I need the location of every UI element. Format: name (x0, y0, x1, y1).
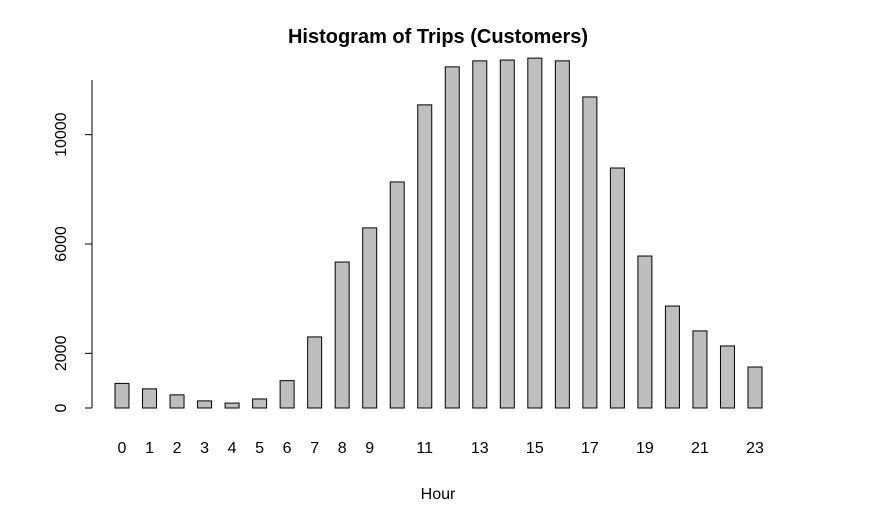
x-tick-label: 11 (416, 440, 433, 457)
bar (747, 366, 763, 409)
x-tick-label: 5 (255, 440, 264, 457)
bar (554, 60, 570, 409)
y-tick-label: 0 (53, 403, 70, 412)
bar (169, 394, 185, 409)
bar (719, 345, 735, 409)
x-tick-label: 13 (471, 440, 489, 457)
y-tick-label: 2000 (53, 335, 70, 371)
x-tick-label: 9 (365, 440, 374, 457)
bar (582, 96, 598, 409)
bar (417, 104, 433, 409)
x-tick-label: 3 (200, 440, 209, 457)
bar (444, 66, 460, 409)
y-tick-label: 6000 (53, 226, 70, 262)
bar (334, 261, 350, 409)
x-tick-label: 19 (636, 440, 654, 457)
bar (637, 255, 653, 409)
bar (609, 167, 625, 409)
bar (664, 305, 680, 409)
bar (362, 227, 378, 409)
bar (527, 57, 543, 409)
x-axis-label: Hour (421, 486, 456, 503)
x-tick-label: 17 (581, 440, 599, 457)
bar (279, 380, 295, 409)
x-tick-label: 6 (283, 440, 292, 457)
x-tick-label: 23 (746, 440, 764, 457)
x-tick-label: 2 (173, 440, 182, 457)
bar (389, 181, 405, 409)
x-tick-label: 15 (526, 440, 544, 457)
bar (224, 402, 240, 409)
chart-title: Histogram of Trips (Customers) (288, 26, 588, 48)
bar (472, 60, 488, 409)
x-tick-label: 0 (118, 440, 127, 457)
bar (307, 336, 323, 409)
bar (197, 400, 213, 409)
bar (142, 388, 158, 409)
bar (692, 330, 708, 409)
x-tick-label: 7 (310, 440, 319, 457)
y-tick-label: 10000 (53, 112, 70, 157)
x-tick-label: 4 (228, 440, 237, 457)
bar (114, 382, 130, 409)
bar (499, 59, 515, 409)
x-tick-label: 1 (145, 440, 154, 457)
x-tick-label: 21 (691, 440, 709, 457)
bar (252, 398, 268, 409)
x-tick-label: 8 (338, 440, 347, 457)
